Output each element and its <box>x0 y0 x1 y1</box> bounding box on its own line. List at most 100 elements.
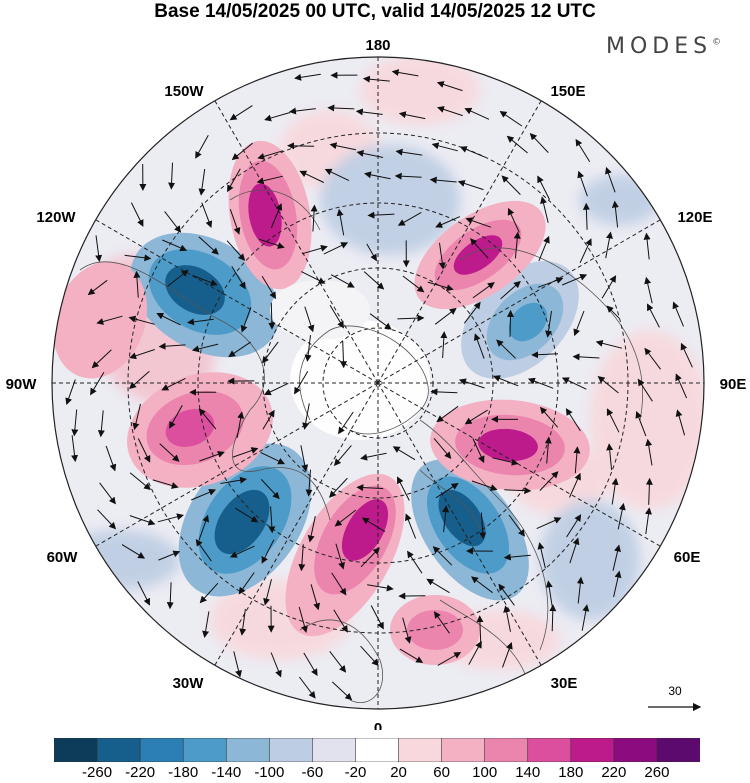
colorbar-swatch <box>355 738 400 762</box>
copyright-mark: © <box>712 37 722 48</box>
wind-arrow <box>360 452 387 461</box>
colorbar-swatch <box>225 738 271 762</box>
wind-arrow <box>566 514 582 538</box>
wind-arrow <box>545 580 553 608</box>
wind-arrow <box>333 609 348 633</box>
wind-arrow <box>507 207 520 233</box>
wind-arrow <box>331 572 347 596</box>
lon-label-30w: 30W <box>173 675 205 692</box>
wind-arrow <box>597 375 619 394</box>
wind-arrow <box>539 406 559 428</box>
wind-arrow <box>161 377 186 391</box>
wind-arrow <box>240 307 252 333</box>
wind-arrow <box>601 275 617 299</box>
wind-arrow <box>298 606 308 633</box>
colorbar-tick-label: 100 <box>472 764 498 781</box>
wind-arrow <box>680 342 693 368</box>
colorbar-tick-label: 220 <box>601 764 627 781</box>
wind-arrow <box>582 202 590 230</box>
colorbar-swatch <box>613 738 658 762</box>
wind-arrow <box>442 505 450 533</box>
map-title: Base 14/05/2025 00 UTC, valid 14/05/2025… <box>154 1 596 22</box>
wind-arrow <box>435 483 459 499</box>
wind-arrow <box>156 312 181 326</box>
wind-arrow <box>595 339 623 349</box>
wind-arrow <box>605 166 616 193</box>
wind-arrow <box>201 202 213 229</box>
colorbar-tick-label: 180 <box>558 764 584 781</box>
wind-arrow <box>463 301 481 324</box>
positive-anomaly-1 <box>228 140 312 290</box>
wind-arrow <box>538 235 550 262</box>
colorbar-swatch <box>441 738 486 762</box>
wind-arrow <box>433 611 450 634</box>
vector-reference: 30 <box>648 684 702 712</box>
wind-arrow <box>195 134 209 159</box>
wind-arrow <box>310 204 318 232</box>
wind-arrow <box>336 208 345 236</box>
wind-arrow <box>675 409 686 436</box>
coastlines <box>79 189 643 703</box>
wind-arrow <box>239 608 247 636</box>
wind-arrow <box>303 652 318 677</box>
wind-arrow <box>399 648 424 663</box>
wind-arrow <box>529 132 549 153</box>
wind-arrow <box>402 617 412 644</box>
wind-arrow <box>229 545 255 558</box>
wind-arrow <box>362 75 390 83</box>
wind-arrow <box>329 650 347 673</box>
colorbar-swatch <box>484 738 529 762</box>
polar-map: 180 0 90W 90E 150W 120W 60W 30W 150E 120… <box>6 37 747 730</box>
wind-arrow <box>363 271 385 290</box>
wind-arrow <box>565 408 581 432</box>
wind-arrow <box>289 107 316 115</box>
graticule <box>52 57 704 709</box>
colorbar-swatch <box>527 738 572 762</box>
wind-arrow <box>195 538 212 562</box>
wind-arrow <box>366 243 377 262</box>
wind-arrow <box>270 652 282 678</box>
wind-arrow <box>338 411 354 435</box>
wind-arrow <box>581 604 590 631</box>
colorbar-tick-label: -100 <box>254 764 285 781</box>
wind-arrow <box>437 106 463 117</box>
colorbar-labels: -260 -220 -180 -140 -100 -60 -20 20 60 100 140 180 2… <box>0 764 750 783</box>
wind-arrow <box>262 409 275 430</box>
wind-arrow <box>130 202 144 227</box>
wind-arrow <box>369 313 392 330</box>
wind-arrow <box>405 513 417 539</box>
wind-arrow <box>227 168 241 193</box>
wind-arrow <box>459 146 485 158</box>
wind-arrow <box>96 315 123 325</box>
wind-arrow <box>569 472 581 498</box>
wind-arrow <box>577 170 588 197</box>
wind-arrow <box>612 544 621 571</box>
wind-arrow <box>506 309 514 337</box>
wind-arrow <box>539 471 559 491</box>
wind-arrow <box>503 605 511 632</box>
positive-anomaly-3 <box>127 372 273 488</box>
lon-label-90e: 90E <box>720 376 747 393</box>
wind-arrow <box>335 543 345 570</box>
wind-arrow <box>531 351 559 359</box>
wind-arrow <box>508 514 525 537</box>
colorbar-swatch <box>570 738 615 762</box>
colorbar-tick-label: -140 <box>211 764 242 781</box>
wind-vectors <box>65 69 693 701</box>
wind-arrow <box>645 477 653 505</box>
wind-arrow <box>537 277 564 288</box>
wind-arrow <box>300 445 309 472</box>
colorbar-tick-label: 260 <box>644 764 670 781</box>
wind-arrow <box>434 307 457 325</box>
wind-arrow <box>672 301 684 327</box>
wind-arrow <box>129 515 156 526</box>
wind-arrow <box>431 142 458 152</box>
wind-arrow <box>71 409 79 437</box>
wind-arrow <box>229 105 253 121</box>
wind-arrow <box>71 435 79 463</box>
wind-arrow <box>503 553 531 561</box>
wind-arrow <box>370 605 384 630</box>
wind-arrow <box>167 269 189 287</box>
wind-arrow <box>198 168 206 196</box>
wind-arrow <box>129 472 151 491</box>
